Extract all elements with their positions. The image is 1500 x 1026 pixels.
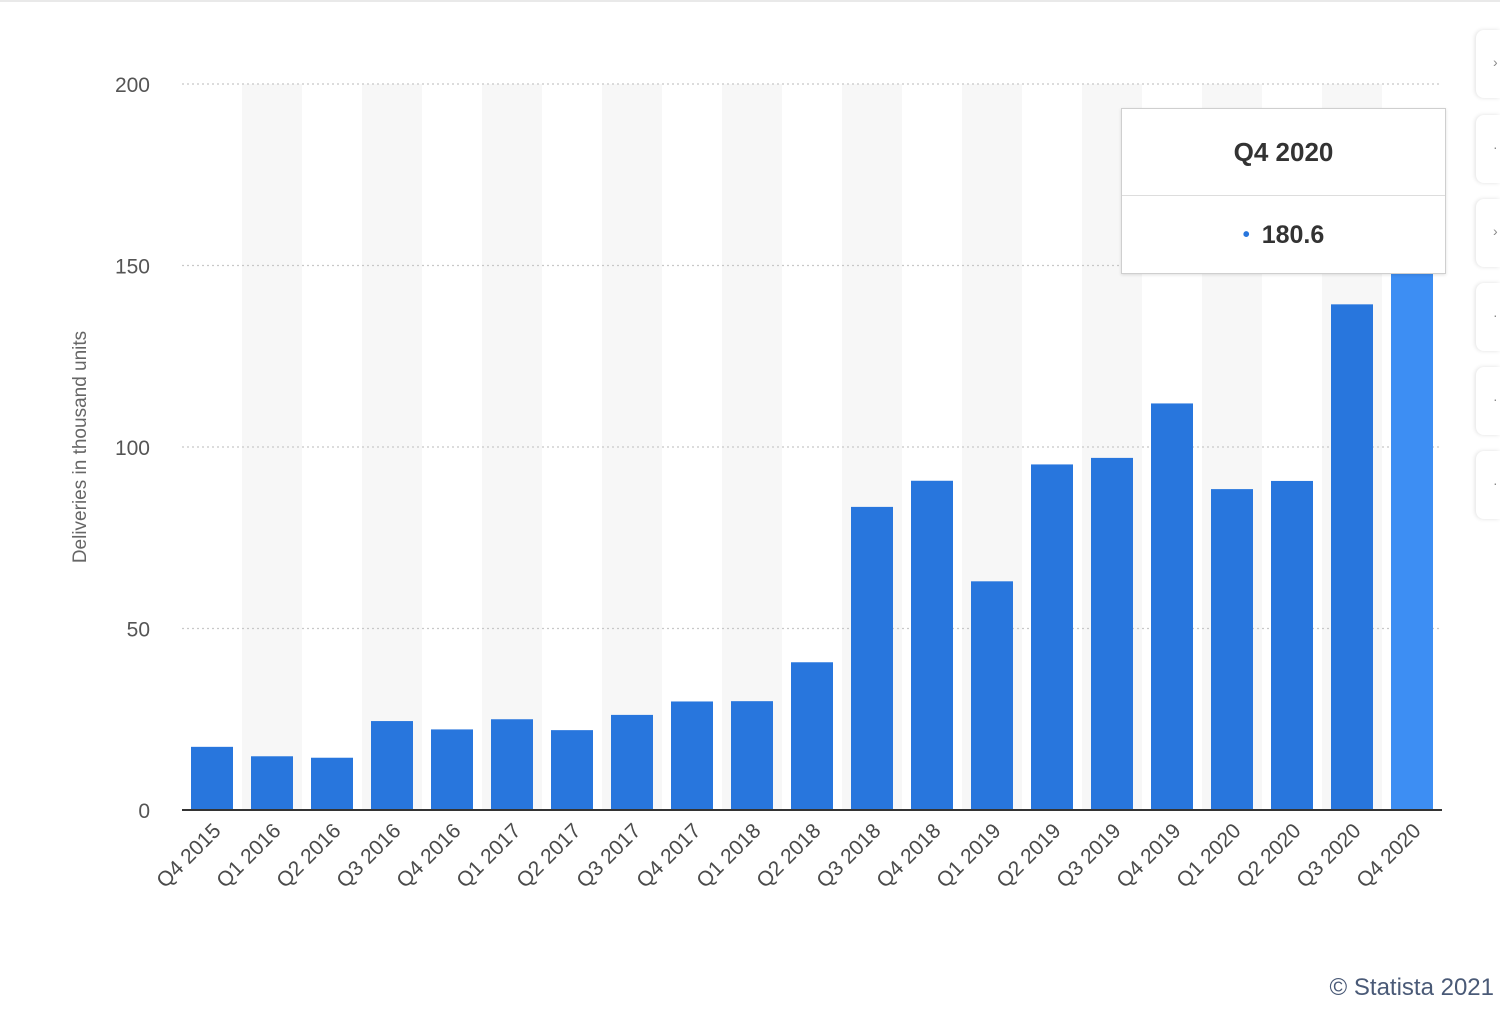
bar-q2-2018[interactable] xyxy=(791,662,833,810)
quote-icon: · xyxy=(1493,391,1498,407)
x-category-label: Q2 2017 xyxy=(512,819,585,892)
x-category-label: Q3 2020 xyxy=(1292,819,1365,892)
bar-q4-2017[interactable] xyxy=(671,701,713,810)
bar-q1-2018[interactable] xyxy=(731,701,773,810)
bar-q3-2017[interactable] xyxy=(611,714,653,810)
print-icon: · xyxy=(1493,475,1498,491)
x-category-label: Q2 2018 xyxy=(752,819,825,892)
side-tool-button[interactable]: · xyxy=(1476,115,1500,183)
bar-q4-2018[interactable] xyxy=(911,480,953,810)
x-category-label: Q4 2016 xyxy=(392,819,465,892)
bar-q2-2017[interactable] xyxy=(551,730,593,810)
bar-q1-2020[interactable] xyxy=(1211,489,1253,810)
bar-q2-2019[interactable] xyxy=(1031,464,1073,810)
x-category-label: Q2 2020 xyxy=(1232,819,1305,892)
side-tool-button[interactable]: › xyxy=(1476,30,1500,98)
tooltip-value: 180.6 xyxy=(1261,221,1325,249)
bar-q3-2019[interactable] xyxy=(1091,457,1133,810)
x-category-label: Q1 2019 xyxy=(932,819,1005,892)
settings-icon: · xyxy=(1493,307,1498,323)
bar-q4-2016[interactable] xyxy=(431,729,473,810)
bar-q2-2020[interactable] xyxy=(1271,480,1313,810)
x-category-label: Q4 2017 xyxy=(632,819,705,892)
x-category-label: Q4 2018 xyxy=(872,819,945,892)
chevron-icon: › xyxy=(1493,223,1498,239)
x-category-label: Q4 2020 xyxy=(1352,819,1425,892)
bar-q1-2019[interactable] xyxy=(971,581,1013,810)
side-tool-button[interactable]: · xyxy=(1476,451,1500,519)
bar-q4-2015[interactable] xyxy=(191,746,233,810)
bar-q3-2020[interactable] xyxy=(1331,304,1373,810)
x-category-label: Q4 2019 xyxy=(1112,819,1185,892)
side-tool-button[interactable]: · xyxy=(1476,283,1500,351)
tooltip-value-row: • 180.6 xyxy=(1122,196,1445,274)
x-category-label: Q1 2017 xyxy=(452,819,525,892)
x-category-label: Q1 2016 xyxy=(212,819,285,892)
y-tick-labels: 0 50 100 150 200 xyxy=(115,74,150,823)
x-category-label: Q1 2018 xyxy=(692,819,765,892)
y-tick-label: 100 xyxy=(115,437,150,460)
chevron-icon: › xyxy=(1493,54,1498,70)
y-axis-label: Deliveries in thousand units xyxy=(70,331,91,563)
x-category-label: Q3 2018 xyxy=(812,819,885,892)
bar-q1-2016[interactable] xyxy=(251,756,293,810)
y-tick-label: 50 xyxy=(127,619,150,642)
y-tick-label: 150 xyxy=(115,256,150,279)
series-dot-icon: • xyxy=(1242,224,1250,246)
side-tool-button[interactable]: · xyxy=(1476,367,1500,435)
x-category-label: Q4 2015 xyxy=(152,819,225,892)
top-border xyxy=(0,0,1500,2)
x-category-label: Q3 2017 xyxy=(572,819,645,892)
bar-q3-2016[interactable] xyxy=(371,721,413,810)
tooltip-title: Q4 2020 xyxy=(1122,109,1445,196)
y-tick-label: 200 xyxy=(115,74,150,97)
side-tool-button[interactable]: › xyxy=(1476,199,1500,267)
bar-q2-2016[interactable] xyxy=(311,757,353,810)
bar-q1-2017[interactable] xyxy=(491,719,533,810)
bar-q3-2018[interactable] xyxy=(851,506,893,810)
source-credit: © Statista 2021 xyxy=(1329,974,1494,1001)
hover-tooltip: Q4 2020 • 180.6 xyxy=(1121,108,1446,274)
y-tick-label: 0 xyxy=(138,800,150,823)
x-category-label: Q3 2016 xyxy=(332,819,405,892)
x-category-label: Q1 2020 xyxy=(1172,819,1245,892)
x-category-label: Q2 2016 xyxy=(272,819,345,892)
x-category-label: Q2 2019 xyxy=(992,819,1065,892)
bell-icon: · xyxy=(1493,139,1498,155)
bars xyxy=(191,154,1433,810)
bar-q4-2019[interactable] xyxy=(1151,403,1193,810)
x-category-label: Q3 2019 xyxy=(1052,819,1125,892)
